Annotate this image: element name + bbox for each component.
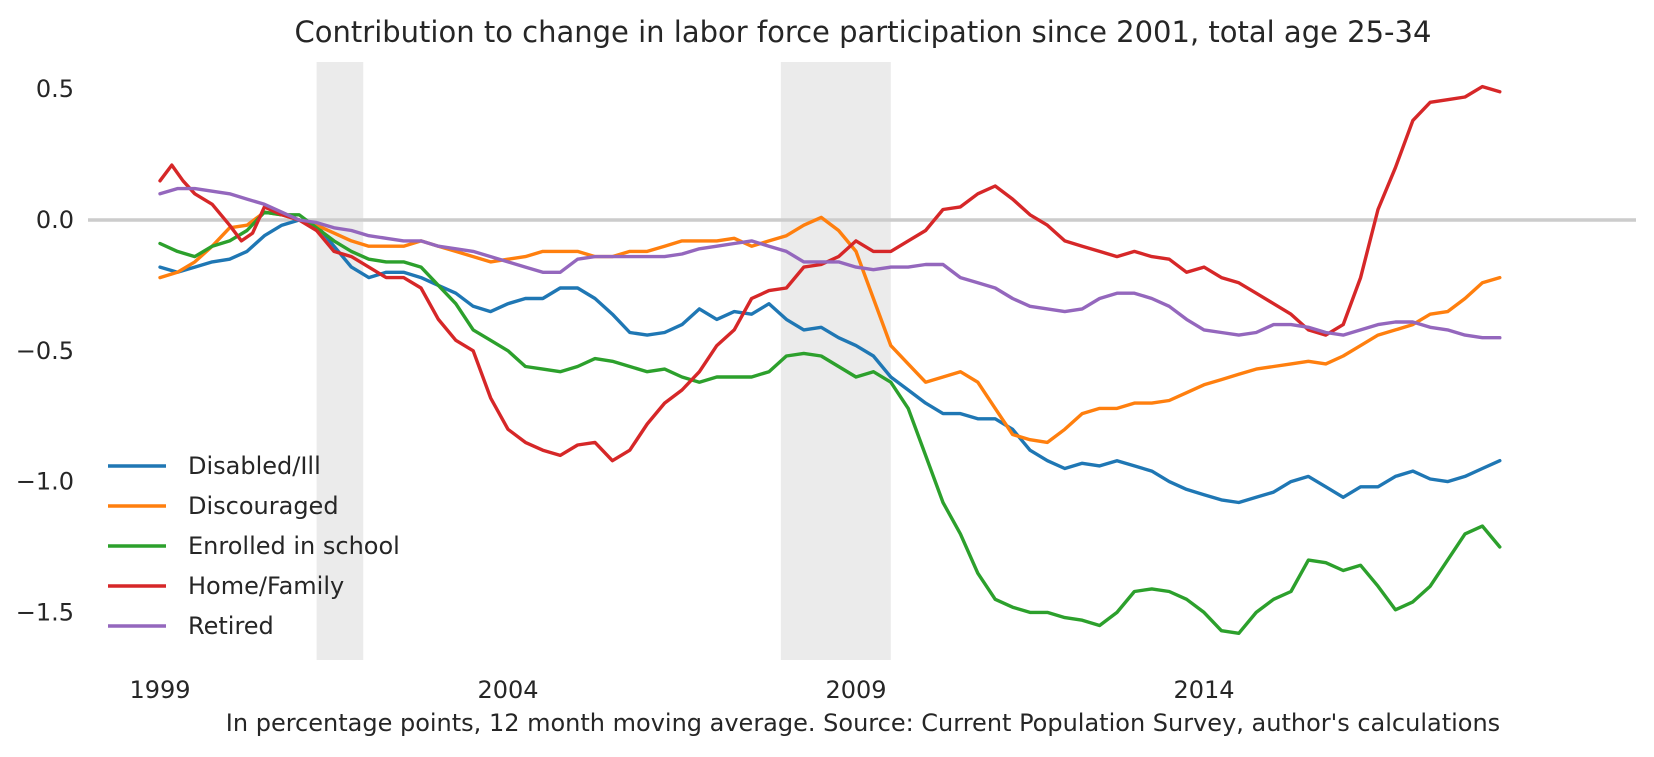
source-note: In percentage points, 12 month moving av… bbox=[226, 709, 1500, 737]
x-tick-label: 2009 bbox=[825, 676, 886, 704]
x-tick-label: 2004 bbox=[477, 676, 538, 704]
x-tick-label: 2014 bbox=[1173, 676, 1234, 704]
series-line-home-family bbox=[158, 84, 1502, 463]
x-tick-label: 1999 bbox=[129, 676, 190, 704]
series-lines bbox=[158, 84, 1502, 635]
legend-label-enrolled-in-school: Enrolled in school bbox=[188, 532, 400, 560]
legend-label-discouraged: Discouraged bbox=[188, 492, 339, 520]
x-axis-ticks: 1999 2004 2009 2014 bbox=[129, 676, 1234, 704]
legend-label-home-family: Home/Family bbox=[188, 572, 344, 600]
chart-title: Contribution to change in labor force pa… bbox=[295, 15, 1432, 49]
recession-band-1 bbox=[316, 62, 364, 660]
legend: Disabled/Ill Discouraged Enrolled in schoo… bbox=[108, 452, 400, 640]
series-line-disabled-ill bbox=[158, 218, 1502, 505]
series-line-discouraged bbox=[158, 210, 1502, 445]
y-tick-label: −1.5 bbox=[16, 598, 74, 626]
y-tick-label: −1.0 bbox=[16, 468, 74, 496]
legend-label-retired: Retired bbox=[188, 612, 274, 640]
y-tick-label: 0.5 bbox=[36, 75, 74, 103]
legend-label-disabled-ill: Disabled/Ill bbox=[188, 452, 321, 480]
recession-band-2 bbox=[780, 62, 891, 660]
series-line-enrolled-in-school bbox=[158, 210, 1502, 635]
y-tick-label: 0.0 bbox=[36, 206, 74, 234]
series-line-retired bbox=[158, 186, 1502, 340]
y-axis-ticks: 0.5 0.0 −0.5 −1.0 −1.5 bbox=[16, 75, 74, 626]
y-tick-label: −0.5 bbox=[16, 337, 74, 365]
recession-shading bbox=[316, 62, 891, 660]
